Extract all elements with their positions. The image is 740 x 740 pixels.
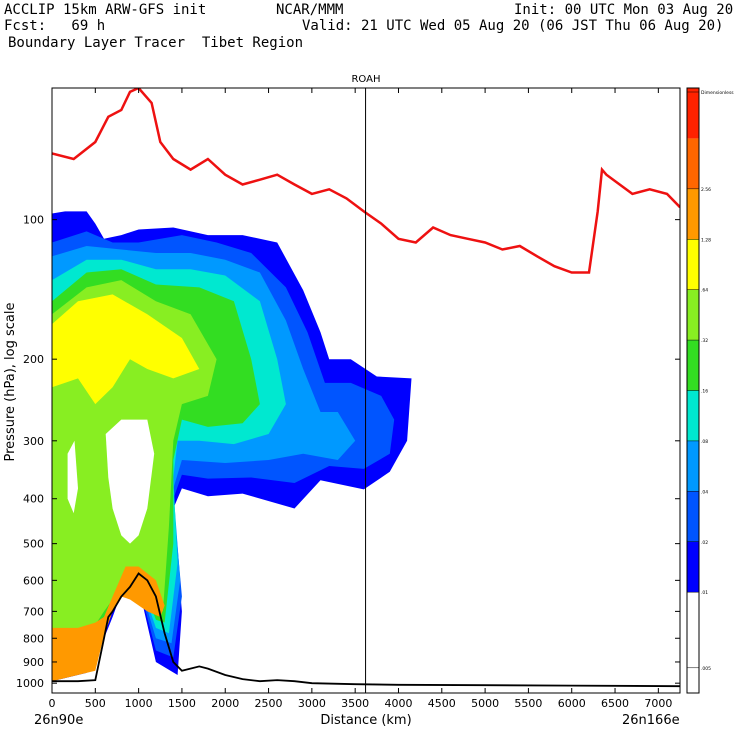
colorbar-label: 1.28 (701, 237, 711, 243)
colorbar-segment (687, 289, 699, 341)
x-tick-label: 5000 (471, 697, 499, 710)
colorbar-label: .32 (701, 338, 708, 344)
colorbar-label: .04 (701, 489, 708, 495)
y-tick-label: 700 (23, 605, 44, 618)
y-tick-label: 500 (23, 538, 44, 551)
x-tick-label: 2000 (211, 697, 239, 710)
x-axis-label: Distance (km) (320, 713, 411, 728)
y-axis-label: Pressure (hPa), log scale (3, 303, 18, 462)
x-tick-label: 3000 (298, 697, 326, 710)
x-tick-label: 5500 (514, 697, 542, 710)
colorbar-segment (687, 88, 699, 139)
x-tick-label: 6000 (558, 697, 586, 710)
header-line1-left: ACCLIP 15km ARW-GFS init (4, 2, 207, 18)
axis-ticks: 0 500 1000 1500 2000 2500 3000 3500 4000 4500 5000… (16, 88, 680, 710)
colorbar-label: .02 (701, 540, 708, 546)
colorbar-label: .16 (701, 389, 708, 395)
x-tick-label: 6500 (601, 697, 629, 710)
x-tick-label: 1000 (125, 697, 153, 710)
x-right-label: 26n166e (622, 713, 680, 728)
colorbar-label: .64 (701, 288, 708, 294)
colorbar-label: 2.56 (701, 187, 711, 193)
y-tick-label: 100 (23, 214, 44, 227)
terrain-line (52, 572, 680, 688)
colorbar-segment (687, 340, 699, 391)
colorbar-segment (687, 491, 699, 542)
y-tick-label: 300 (23, 435, 44, 448)
header-line1-mid: NCAR/MMM (276, 2, 344, 18)
x-tick-label: 3500 (341, 697, 369, 710)
colorbar-segment (687, 138, 699, 189)
colorbar: .005 .01 .02 .04 .08 .16 .32 .64 1.28 2.56 Dimensi… (686, 87, 734, 694)
colorbar-label: .08 (701, 439, 708, 445)
y-tick-label: 900 (23, 656, 44, 669)
x-tick-label: 4500 (428, 697, 456, 710)
tracer-region-level-8 (52, 566, 165, 682)
colorbar-label: Dimensionless (701, 90, 734, 96)
y-tick-label: 1000 (16, 677, 44, 690)
x-tick-label: 1500 (168, 697, 196, 710)
colorbar-segment (687, 592, 699, 643)
x-tick-label: 500 (85, 697, 106, 710)
chart-lines (52, 88, 680, 693)
x-tick-label: 4000 (384, 697, 412, 710)
tracer-gap-1 (105, 419, 155, 544)
tracer-gap-2 (67, 440, 78, 514)
colorbar-segment (687, 188, 699, 240)
y-tick-label: 400 (23, 493, 44, 506)
colorbar-segment (687, 440, 699, 492)
tracer-region-level-7 (52, 294, 200, 405)
header-line3-left: Boundary Layer Tracer Tibet Region (8, 35, 304, 51)
chart-title: ROAH (351, 74, 380, 85)
tracer-fills (52, 211, 412, 682)
header-line2-right: Valid: 21 UTC Wed 05 Aug 20 (06 JST Thu … (302, 18, 724, 34)
x-tick-label: 0 (49, 697, 56, 710)
x-left-label: 26n90e (34, 713, 83, 728)
colorbar-label: .01 (701, 590, 708, 596)
header-line2-left: Fcst: 69 h (4, 18, 106, 34)
colorbar-label: .005 (701, 666, 711, 672)
colorbar-segment (687, 239, 699, 290)
tropopause-line (52, 88, 680, 274)
plot-border (51, 87, 681, 694)
plot-frame (51, 87, 681, 694)
x-tick-label: 2500 (255, 697, 283, 710)
header-line1-right: Init: 00 UTC Mon 03 Aug 20 (514, 2, 734, 18)
y-tick-label: 200 (23, 353, 44, 366)
x-tick-label: 7000 (644, 697, 672, 710)
y-tick-label: 800 (23, 632, 44, 645)
y-tick-label: 600 (23, 574, 44, 587)
colorbar-segment (687, 390, 699, 441)
colorbar-segment (687, 541, 699, 593)
